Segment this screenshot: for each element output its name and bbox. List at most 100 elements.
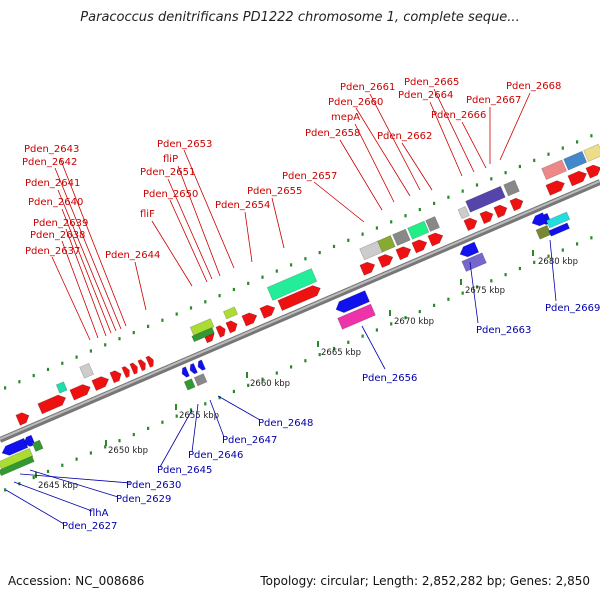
tick-mark [218, 396, 221, 400]
forward-gene [411, 239, 428, 254]
gene-label[interactable]: Pden_2669 [545, 303, 600, 314]
gene-label[interactable]: Pden_2660 [328, 97, 383, 108]
gene-label[interactable]: Pden_2656 [362, 373, 417, 384]
tick-mark [475, 285, 479, 289]
reverse-gene-shape [0, 455, 35, 477]
tick-mark [4, 488, 7, 492]
reverse-gene [1, 437, 29, 456]
gene-label[interactable]: Pden_2662 [377, 131, 432, 142]
gene-label[interactable]: Pden_2655 [247, 186, 302, 197]
gene-label[interactable]: fliF [140, 209, 155, 220]
gene-label[interactable]: Pden_2644 [105, 250, 160, 261]
forward-gene [79, 362, 94, 379]
forward-gene [129, 362, 138, 375]
gene-label[interactable]: Pden_2661 [340, 82, 395, 93]
tick-mark [461, 189, 464, 193]
tick-mark [175, 414, 178, 418]
tick-mark [576, 242, 579, 246]
tick-mark [447, 297, 450, 301]
leader-line [461, 121, 487, 169]
tick-mark [361, 334, 364, 338]
forward-gene [109, 370, 122, 384]
leader-line [429, 101, 463, 177]
forward-gene-shape [129, 362, 138, 375]
tick-mark [404, 316, 407, 320]
ruler-label: 2670 kbp [394, 317, 434, 327]
gene-label[interactable]: mepA [331, 112, 360, 123]
gene-label[interactable]: Pden_2630 [126, 480, 181, 491]
tick-mark [518, 164, 521, 169]
forward-gene-shape [137, 359, 146, 372]
gene-label[interactable]: Pden_2643 [24, 144, 79, 155]
tick-mark [390, 220, 393, 224]
gene-label[interactable]: Pden_2665 [404, 77, 459, 88]
ruler-label: 2660 kbp [250, 379, 290, 389]
tick-mark [204, 300, 207, 304]
forward-gene [145, 355, 154, 368]
leader-line [159, 409, 193, 468]
reverse-gene-shape [337, 303, 376, 330]
forward-gene-shape [37, 394, 67, 415]
gene-label[interactable]: Pden_2627 [62, 521, 117, 532]
reverse-gene [0, 448, 34, 471]
gene-label[interactable]: Pden_2667 [466, 95, 521, 106]
forward-gene [225, 320, 238, 334]
gene-label[interactable]: fliP [163, 154, 178, 165]
reverse-gene-shape [459, 241, 480, 258]
gene-label[interactable]: Pden_2657 [282, 171, 337, 182]
gene-label[interactable]: Pden_2650 [143, 189, 198, 200]
reverse-gene-labels: Pden_2663 Pden_2669 Pden_2656 Pden_2648 … [62, 303, 600, 532]
tick-mark [104, 445, 107, 449]
gene-label[interactable]: Pden_2647 [222, 435, 277, 446]
gene-label[interactable]: Pden_2629 [116, 494, 171, 505]
tick-mark [32, 475, 35, 480]
gene-label[interactable]: Pden_2645 [157, 465, 212, 476]
tick-mark [318, 353, 321, 357]
forward-gene [241, 312, 258, 327]
forward-gene-shape [91, 376, 110, 392]
tick-mark [61, 361, 64, 365]
gene-label[interactable]: Pden_2653 [157, 139, 212, 150]
leader-line [183, 149, 235, 269]
tick-mark [147, 426, 150, 430]
gene-label[interactable]: Pden_2666 [431, 110, 486, 121]
tick-mark [318, 251, 321, 255]
reverse-gene [531, 212, 548, 227]
gene-label[interactable]: Pden_2641 [25, 178, 80, 189]
gene-label[interactable]: Pden_2658 [305, 128, 360, 139]
tick-mark [204, 402, 207, 406]
ruler-label: 2655 kbp [179, 411, 219, 421]
tick-mark [89, 451, 92, 455]
forward-gene [465, 185, 506, 213]
forward-gene-shape [79, 362, 94, 379]
gene-label[interactable]: Pden_2668 [506, 81, 561, 92]
gene-label[interactable]: Pden_2642 [22, 157, 77, 168]
gene-label[interactable]: flhA [89, 508, 109, 519]
ruler-labels: 2645 kbp 2650 kbp 2655 kbp 2660 kbp 2665… [38, 257, 578, 491]
gene-label[interactable]: Pden_2648 [258, 418, 313, 429]
forward-gene [503, 179, 520, 197]
forward-gene [583, 143, 600, 162]
gene-label[interactable]: Pden_2639 [33, 218, 88, 229]
gene-label[interactable]: Pden_2640 [28, 197, 83, 208]
ruler-label: 2650 kbp [108, 446, 148, 456]
gene-label[interactable]: Pden_2654 [215, 200, 270, 211]
gene-label[interactable]: Pden_2646 [188, 450, 243, 461]
gene-label[interactable]: Pden_2663 [476, 325, 531, 336]
forward-gene-shape [407, 220, 430, 240]
leader-line [361, 325, 386, 370]
forward-gene [425, 216, 440, 232]
forward-gene [509, 197, 524, 212]
gene-label[interactable]: Pden_2638 [30, 230, 85, 241]
gene-label[interactable]: Pden_2651 [140, 167, 195, 178]
tick-mark [304, 359, 307, 363]
leader-line [54, 167, 122, 330]
leader-line [167, 178, 213, 280]
tick-mark [332, 244, 336, 249]
tick-mark [547, 152, 550, 156]
gene-label[interactable]: Pden_2664 [398, 90, 453, 101]
ruler-label: 2680 kbp [538, 257, 578, 267]
gene-label[interactable]: Pden_2637 [25, 246, 80, 257]
forward-gene-shape [567, 170, 587, 187]
